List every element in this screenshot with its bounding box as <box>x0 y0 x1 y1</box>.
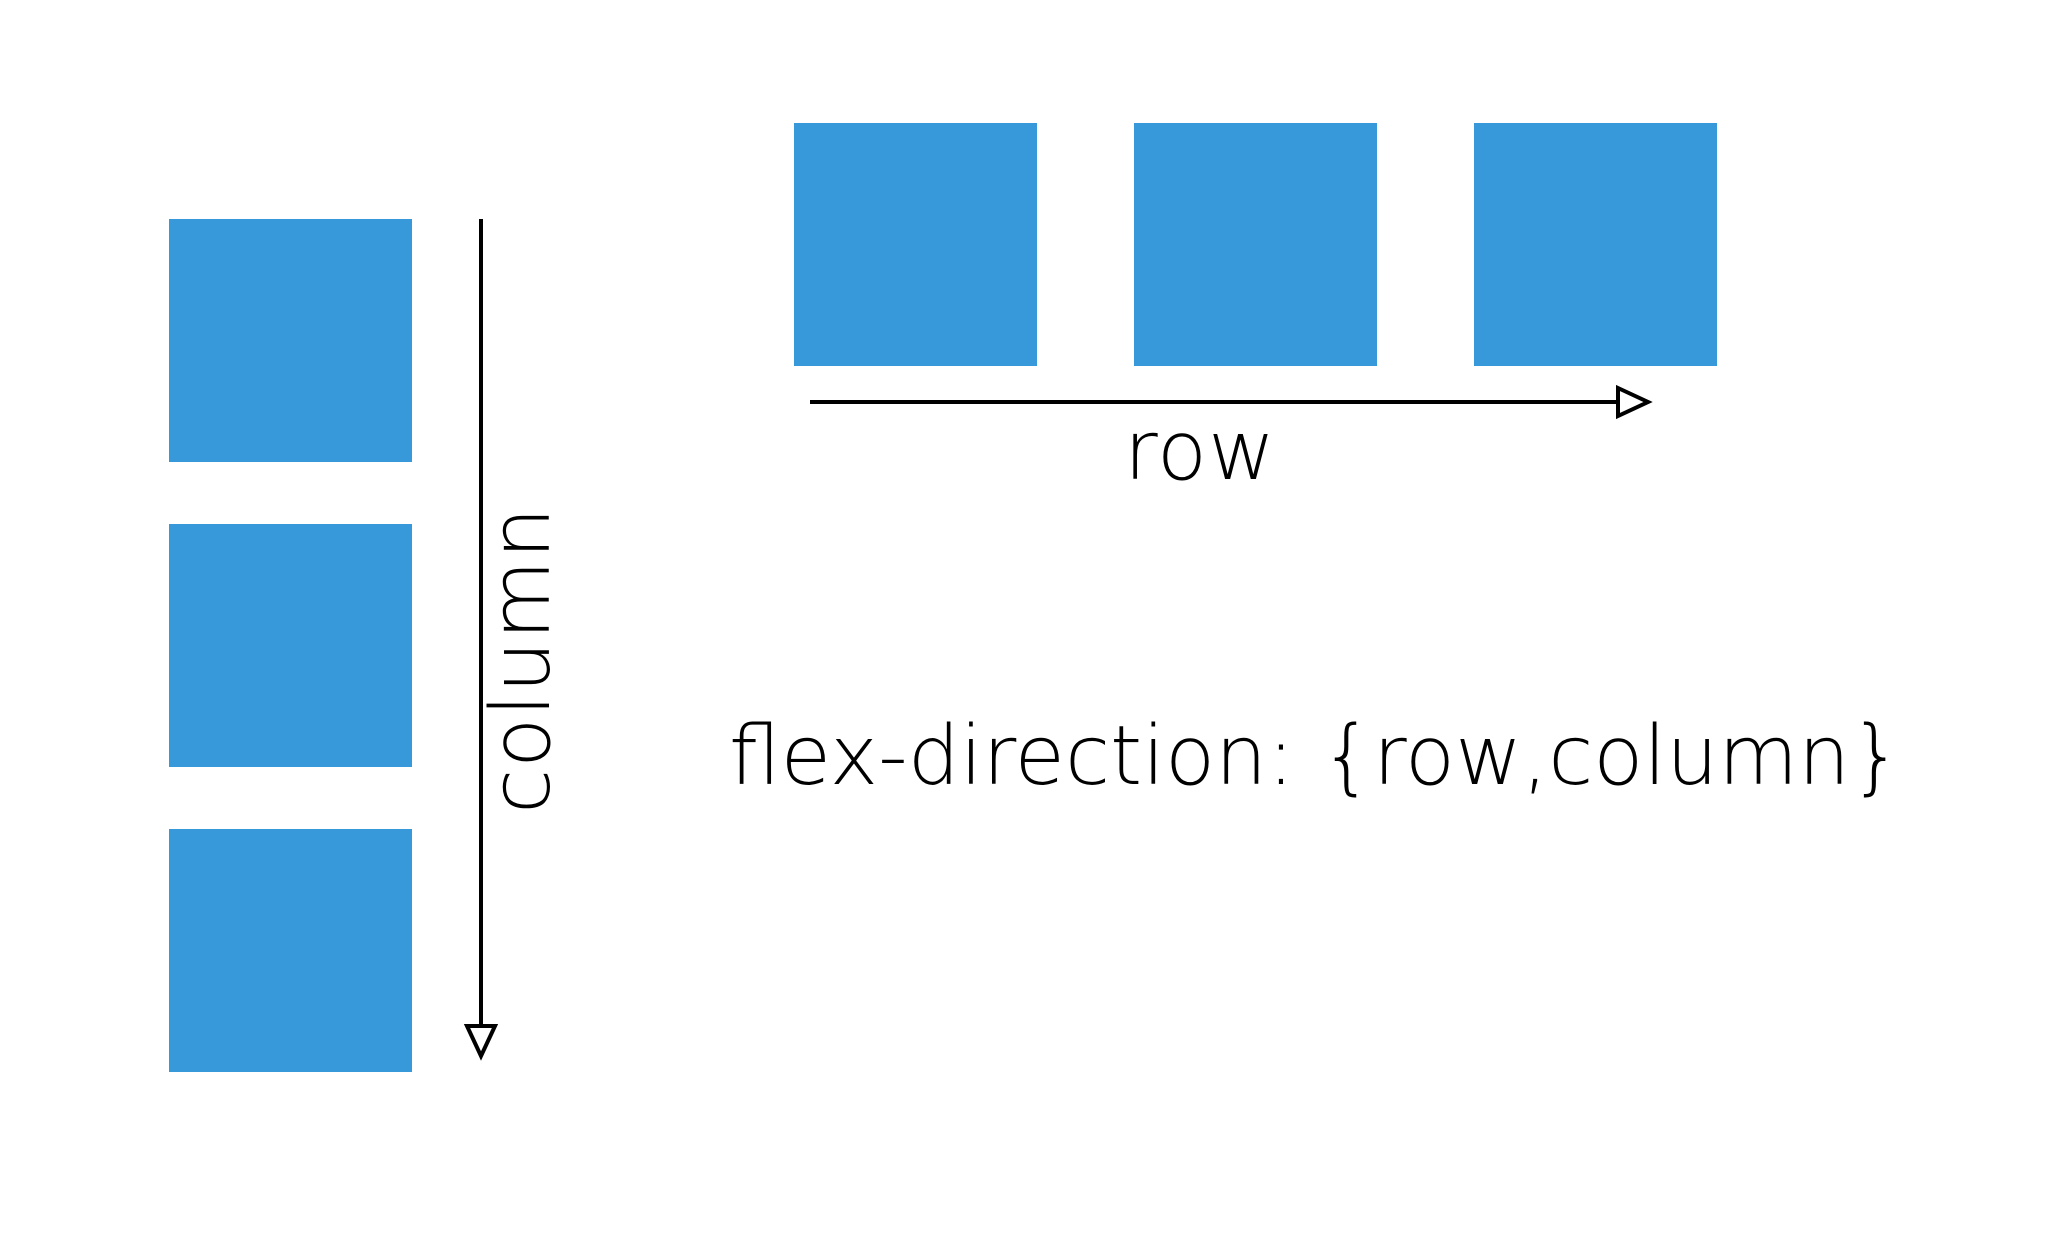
column-label: column <box>474 506 569 814</box>
row-item-box <box>1134 123 1377 366</box>
column-item-box <box>169 829 412 1072</box>
flex-direction-caption: flex-direction: {row,column} <box>729 709 1903 804</box>
row-label: row <box>1124 404 1277 499</box>
row-item-box <box>794 123 1037 366</box>
column-item-box <box>169 524 412 767</box>
column-item-box <box>169 219 412 462</box>
row-item-box <box>1474 123 1717 366</box>
